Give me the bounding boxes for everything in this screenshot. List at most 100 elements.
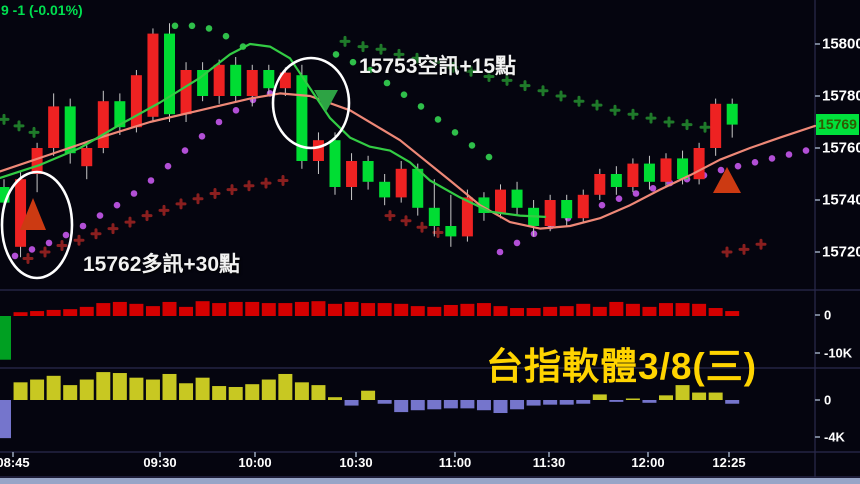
candle-body xyxy=(31,148,43,174)
candle-body xyxy=(461,197,473,237)
histogram-bar xyxy=(708,392,723,400)
histogram-bar xyxy=(278,373,293,400)
histogram-bar xyxy=(328,397,342,400)
candle-body xyxy=(428,207,440,226)
histogram-bar xyxy=(311,385,326,400)
candle-body xyxy=(577,194,589,219)
histogram-bar xyxy=(0,316,11,360)
histogram-bar xyxy=(46,375,61,400)
candle-body xyxy=(164,33,175,115)
trend-plus-red-mid xyxy=(384,210,444,238)
histogram-bar xyxy=(361,390,376,400)
histogram-bar xyxy=(708,308,723,316)
histogram-bar xyxy=(145,379,160,400)
histogram-bar xyxy=(476,400,491,411)
histogram-bar xyxy=(30,311,45,316)
candle-body xyxy=(379,181,391,198)
panel-axis-label: 0 xyxy=(824,307,832,323)
candle-body xyxy=(478,197,490,213)
trend-plus-green-arc xyxy=(339,35,711,133)
candle-body xyxy=(643,163,655,182)
price-axis-label: 15740 xyxy=(822,191,860,209)
histogram-bar xyxy=(96,372,111,400)
histogram-bar xyxy=(46,309,61,316)
histogram-bar xyxy=(129,377,144,400)
histogram-bar xyxy=(476,303,491,316)
histogram-bar xyxy=(228,386,243,400)
histogram-bar xyxy=(13,382,28,400)
delta-bars xyxy=(0,372,740,439)
histogram-bar xyxy=(377,303,392,316)
histogram-bar xyxy=(609,400,624,402)
price-axis-label: 15800 xyxy=(822,35,860,53)
histogram-bar xyxy=(410,306,425,316)
trend-plus-red-right xyxy=(721,238,767,258)
histogram-bar xyxy=(63,385,78,400)
histogram-bar xyxy=(195,377,210,400)
histogram-bar xyxy=(261,303,276,316)
candle-body xyxy=(726,103,738,125)
time-axis-label: 08:45 xyxy=(0,455,30,470)
candle-body xyxy=(594,174,606,195)
histogram-bar xyxy=(344,301,359,316)
buy-signal-triangle xyxy=(20,198,46,230)
axis-tick-dashes xyxy=(12,43,820,457)
candle-body xyxy=(296,75,308,161)
long-signal-label: 15762多訊+30點 xyxy=(83,253,241,276)
histogram-bar xyxy=(543,400,558,405)
histogram-bar xyxy=(576,303,591,316)
candle-body xyxy=(412,168,424,208)
candle-body xyxy=(445,226,457,237)
histogram-bar xyxy=(625,303,640,316)
time-axis-label: 10:30 xyxy=(339,455,373,470)
buy-signal-triangle xyxy=(713,167,741,193)
histogram-bar xyxy=(675,303,690,316)
histogram-bar xyxy=(592,394,607,400)
histogram-bar xyxy=(642,400,657,403)
histogram-bar xyxy=(510,308,525,316)
histogram-bar xyxy=(377,400,392,404)
histogram-bar xyxy=(427,306,442,316)
candle-body xyxy=(346,161,358,187)
ma-slow-line xyxy=(0,92,817,230)
histogram-bar xyxy=(13,312,28,316)
sar-green-decline xyxy=(332,51,493,161)
candle-body xyxy=(279,72,291,89)
histogram-bar xyxy=(394,303,409,316)
candle-body xyxy=(544,200,556,226)
trend-plus-green-left xyxy=(0,113,40,138)
histogram-bar xyxy=(493,400,508,414)
histogram-bar xyxy=(79,379,94,400)
candle-body xyxy=(660,158,672,182)
histogram-bar xyxy=(526,308,541,316)
candle-body xyxy=(230,64,242,96)
histogram-bar xyxy=(294,382,309,400)
price-axis-label: 15780 xyxy=(822,87,860,105)
ma-fast-line xyxy=(0,42,547,218)
candle-body xyxy=(197,70,209,96)
candle-body xyxy=(246,70,258,96)
candle-body xyxy=(710,103,722,148)
candle-body xyxy=(610,174,622,187)
histogram-bar xyxy=(261,379,276,400)
moving-averages xyxy=(0,42,817,230)
histogram-bar xyxy=(592,306,607,316)
histogram-bar xyxy=(725,311,740,316)
horizontal-scrollbar[interactable] xyxy=(0,478,860,484)
histogram-bar xyxy=(576,400,591,404)
histogram-bar xyxy=(145,306,160,316)
histogram-bar xyxy=(228,301,243,316)
histogram-bar xyxy=(675,385,690,400)
signal-triangles xyxy=(20,90,741,230)
candle-body xyxy=(81,148,93,167)
histogram-bar xyxy=(692,392,707,400)
candle-body xyxy=(64,106,76,154)
histogram-bar xyxy=(278,303,293,316)
signal-circle xyxy=(271,56,351,150)
sar-green-top xyxy=(171,22,247,50)
signal-circle xyxy=(0,170,74,280)
histogram-bar xyxy=(526,400,541,406)
quote-change-text: 9 -1 (-0.01%) xyxy=(1,2,83,18)
